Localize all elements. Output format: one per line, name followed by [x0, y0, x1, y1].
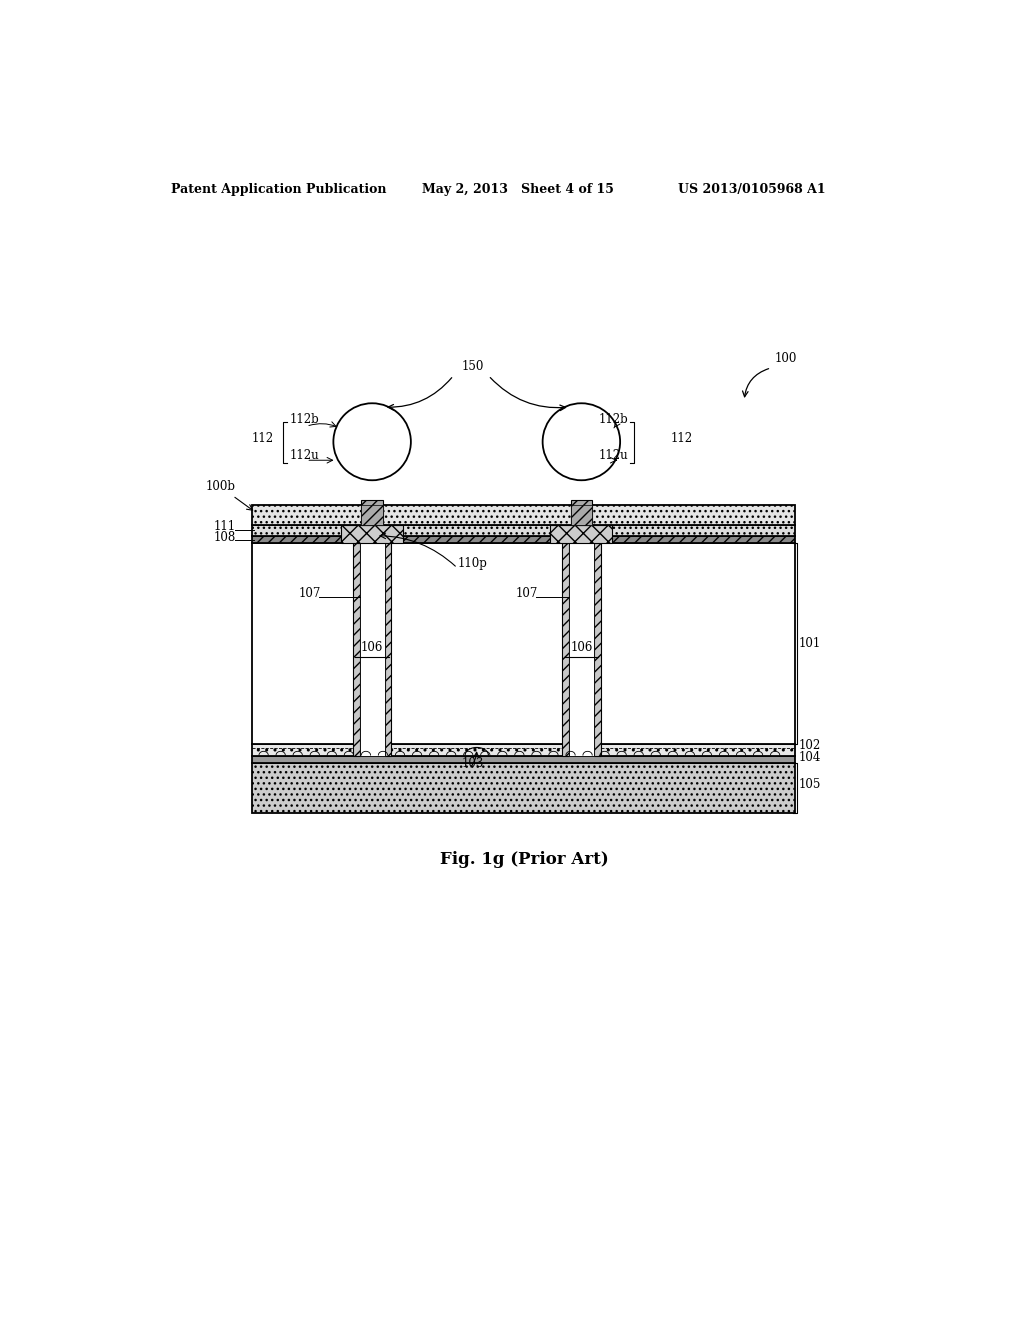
Text: 105: 105: [799, 779, 821, 791]
Bar: [594, 544, 601, 756]
Text: 107: 107: [299, 587, 321, 601]
Bar: [252, 756, 795, 763]
Bar: [385, 544, 391, 756]
Text: 100: 100: [775, 352, 798, 366]
Text: 101: 101: [799, 638, 820, 651]
Bar: [361, 506, 383, 525]
Text: Fig. 1g (Prior Art): Fig. 1g (Prior Art): [440, 850, 609, 867]
Text: 102: 102: [799, 739, 820, 752]
Bar: [352, 544, 359, 756]
Text: 103: 103: [462, 756, 484, 770]
Text: May 2, 2013   Sheet 4 of 15: May 2, 2013 Sheet 4 of 15: [423, 182, 614, 195]
Text: 112: 112: [252, 432, 274, 445]
Text: 112: 112: [671, 432, 692, 445]
Circle shape: [334, 404, 411, 480]
Text: 110p: 110p: [458, 557, 487, 569]
Bar: [252, 544, 795, 743]
Bar: [341, 525, 403, 544]
Text: 112b: 112b: [598, 413, 628, 426]
Bar: [550, 525, 612, 544]
Bar: [361, 499, 383, 525]
Text: 108: 108: [213, 531, 236, 544]
Bar: [570, 506, 592, 525]
Bar: [252, 763, 795, 813]
Bar: [252, 536, 795, 544]
Text: 111: 111: [213, 520, 236, 533]
Text: 150: 150: [462, 360, 484, 374]
Bar: [570, 499, 592, 525]
Text: 112u: 112u: [598, 449, 628, 462]
Bar: [569, 544, 594, 756]
Text: 107: 107: [515, 587, 538, 601]
Text: Patent Application Publication: Patent Application Publication: [171, 182, 386, 195]
Bar: [562, 544, 569, 756]
Circle shape: [543, 404, 621, 480]
Bar: [359, 544, 385, 756]
Text: 112b: 112b: [289, 413, 318, 426]
Bar: [252, 506, 795, 525]
Text: US 2013/0105968 A1: US 2013/0105968 A1: [678, 182, 826, 195]
Bar: [252, 743, 795, 756]
Text: 100b: 100b: [206, 479, 236, 492]
Text: 112u: 112u: [289, 449, 318, 462]
Text: 106: 106: [360, 642, 383, 655]
Bar: [252, 525, 795, 536]
Text: 104: 104: [799, 751, 821, 763]
Text: 106: 106: [570, 642, 593, 655]
